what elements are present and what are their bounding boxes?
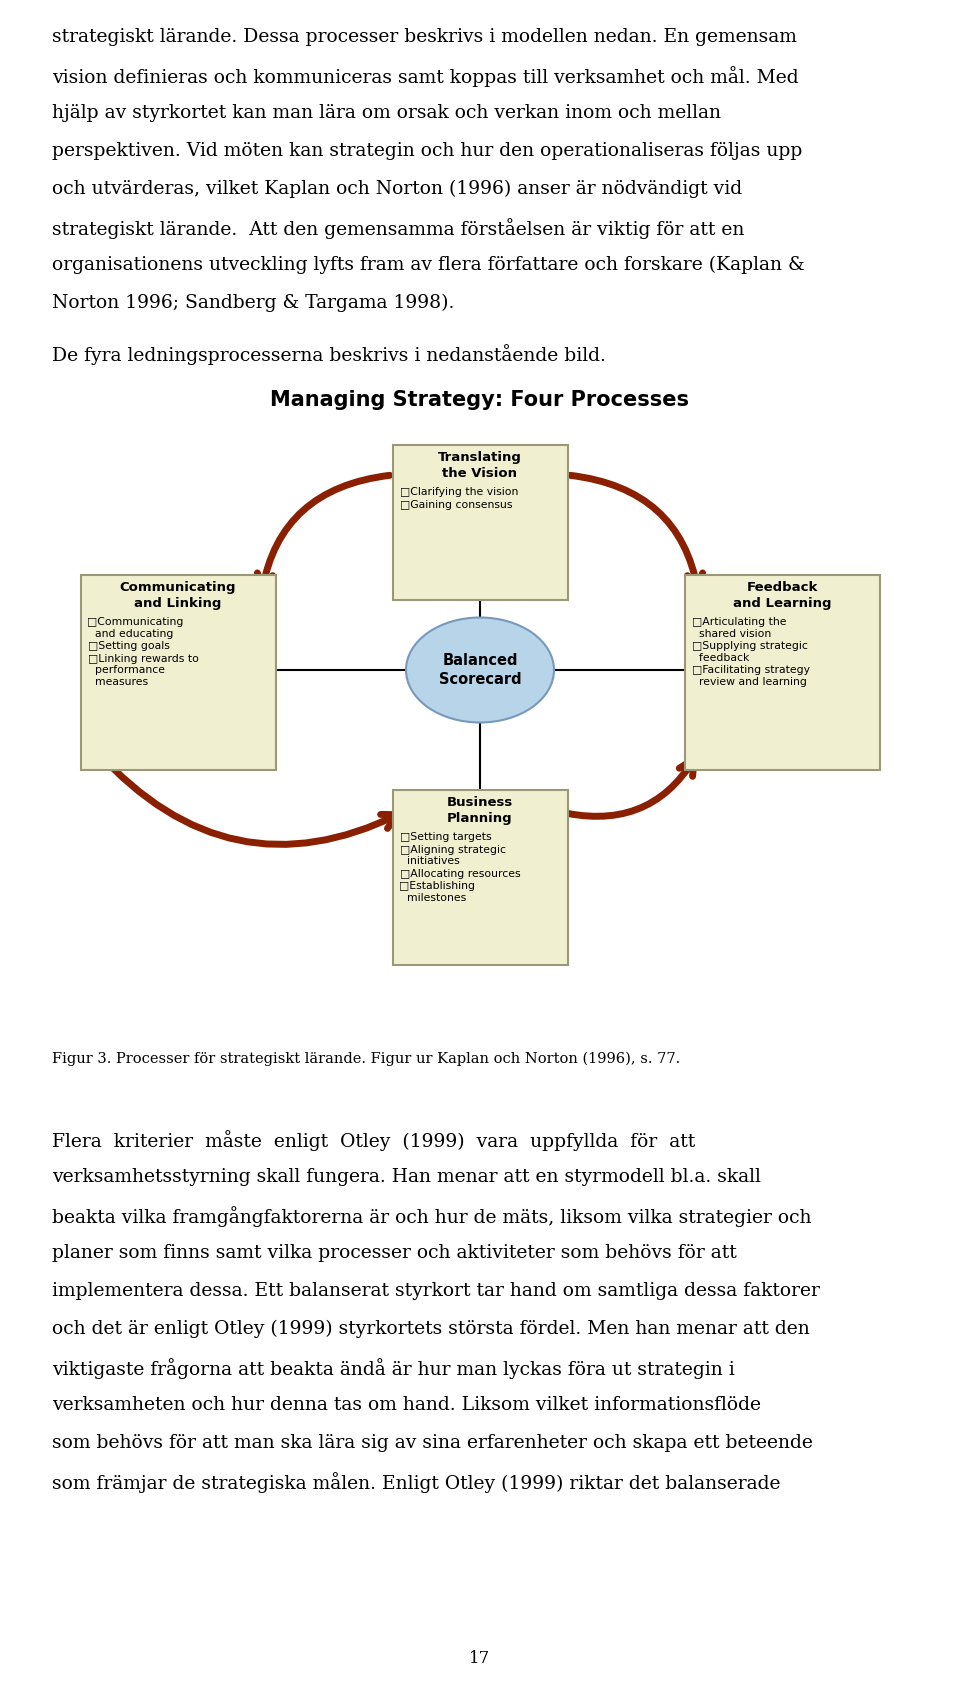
Text: □Setting targets: □Setting targets	[399, 833, 492, 843]
Text: □Linking rewards to: □Linking rewards to	[87, 654, 199, 663]
Text: beakta vilka framgångfaktorerna är och hur de mäts, liksom vilka strategier och: beakta vilka framgångfaktorerna är och h…	[52, 1206, 811, 1226]
Text: Translating
the Vision: Translating the Vision	[438, 451, 522, 479]
Text: Norton 1996; Sandberg & Targama 1998).: Norton 1996; Sandberg & Targama 1998).	[52, 294, 454, 313]
Text: shared vision: shared vision	[691, 629, 771, 639]
Text: Feedback
and Learning: Feedback and Learning	[732, 580, 831, 611]
Text: □Facilitating strategy: □Facilitating strategy	[691, 664, 809, 674]
Text: measures: measures	[87, 676, 148, 686]
Text: planer som finns samt vilka processer och aktiviteter som behövs för att: planer som finns samt vilka processer oc…	[52, 1245, 736, 1262]
Text: och det är enligt Otley (1999) styrkortets största fördel. Men han menar att den: och det är enligt Otley (1999) styrkorte…	[52, 1320, 809, 1339]
Text: organisationens utveckling lyfts fram av flera författare och forskare (Kaplan &: organisationens utveckling lyfts fram av…	[52, 256, 804, 274]
Text: verksamhetsstyrning skall fungera. Han menar att en styrmodell bl.a. skall: verksamhetsstyrning skall fungera. Han m…	[52, 1167, 761, 1186]
Text: □Allocating resources: □Allocating resources	[399, 868, 520, 878]
Text: Flera  kriterier  måste  enligt  Otley  (1999)  vara  uppfyllda  för  att: Flera kriterier måste enligt Otley (1999…	[52, 1130, 695, 1150]
Text: initiatives: initiatives	[399, 856, 459, 866]
FancyBboxPatch shape	[393, 446, 567, 600]
Text: strategiskt lärande.  Att den gemensamma förståelsen är viktig för att en: strategiskt lärande. Att den gemensamma …	[52, 219, 744, 239]
Text: Balanced
Scorecard: Balanced Scorecard	[439, 653, 521, 688]
Text: viktigaste frågorna att beakta ändå är hur man lyckas föra ut strategin i: viktigaste frågorna att beakta ändå är h…	[52, 1357, 734, 1379]
Text: review and learning: review and learning	[691, 676, 806, 686]
Text: och utvärderas, vilket Kaplan och Norton (1996) anser är nödvändigt vid: och utvärderas, vilket Kaplan och Norton…	[52, 180, 742, 198]
Text: performance: performance	[87, 664, 164, 674]
Text: perspektiven. Vid möten kan strategin och hur den operationaliseras följas upp: perspektiven. Vid möten kan strategin oc…	[52, 141, 803, 160]
FancyBboxPatch shape	[393, 791, 567, 965]
Text: Managing Strategy: Four Processes: Managing Strategy: Four Processes	[271, 390, 689, 410]
Text: Communicating
and Linking: Communicating and Linking	[120, 580, 236, 611]
Text: □Setting goals: □Setting goals	[87, 641, 169, 651]
Text: milestones: milestones	[399, 893, 466, 903]
Text: and educating: and educating	[87, 629, 173, 639]
Text: □Articulating the: □Articulating the	[691, 617, 786, 627]
Text: hjälp av styrkortet kan man lära om orsak och verkan inom och mellan: hjälp av styrkortet kan man lära om orsa…	[52, 104, 721, 123]
Text: □Establishing: □Establishing	[399, 881, 475, 891]
Text: som främjar de strategiska målen. Enligt Otley (1999) riktar det balanserade: som främjar de strategiska målen. Enligt…	[52, 1472, 780, 1494]
Text: □Aligning strategic: □Aligning strategic	[399, 844, 506, 854]
Text: vision definieras och kommuniceras samt koppas till verksamhet och mål. Med: vision definieras och kommuniceras samt …	[52, 66, 799, 87]
FancyBboxPatch shape	[81, 575, 276, 770]
Text: □Supplying strategic: □Supplying strategic	[691, 641, 807, 651]
Text: □Clarifying the vision: □Clarifying the vision	[399, 488, 517, 496]
Text: Business
Planning: Business Planning	[446, 796, 514, 824]
Text: Figur 3. Processer för strategiskt lärande. Figur ur Kaplan och Norton (1996), s: Figur 3. Processer för strategiskt läran…	[52, 1051, 681, 1066]
Text: strategiskt lärande. Dessa processer beskrivs i modellen nedan. En gemensam: strategiskt lärande. Dessa processer bes…	[52, 29, 797, 45]
Text: som behövs för att man ska lära sig av sina erfarenheter och skapa ett beteende: som behövs för att man ska lära sig av s…	[52, 1435, 813, 1452]
FancyBboxPatch shape	[684, 575, 879, 770]
Ellipse shape	[406, 617, 554, 723]
Text: □Communicating: □Communicating	[87, 617, 184, 627]
Text: implementera dessa. Ett balanserat styrkort tar hand om samtliga dessa faktorer: implementera dessa. Ett balanserat styrk…	[52, 1282, 820, 1300]
Text: De fyra ledningsprocesserna beskrivs i nedanstående bild.: De fyra ledningsprocesserna beskrivs i n…	[52, 345, 606, 365]
Text: feedback: feedback	[691, 653, 749, 663]
Text: verksamheten och hur denna tas om hand. Liksom vilket informationsflöde: verksamheten och hur denna tas om hand. …	[52, 1396, 761, 1415]
Text: □Gaining consensus: □Gaining consensus	[399, 500, 512, 510]
Text: 17: 17	[469, 1650, 491, 1667]
